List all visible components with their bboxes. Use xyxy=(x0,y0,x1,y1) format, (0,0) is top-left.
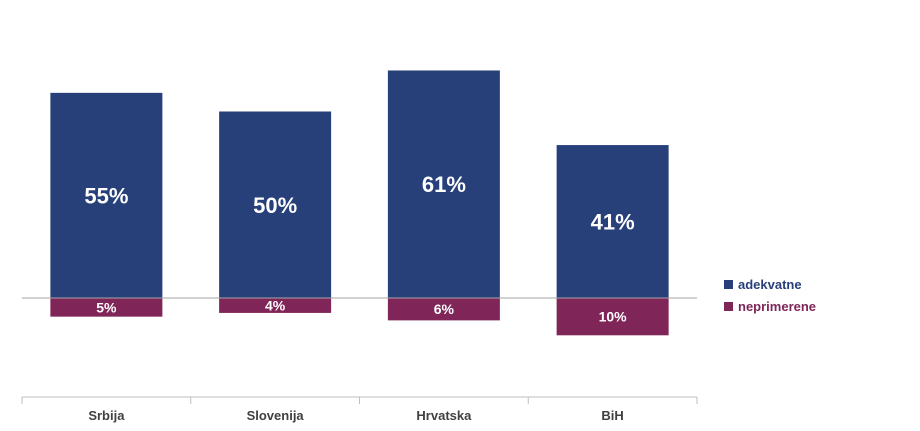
data-label-adekvatne-slovenija: 50% xyxy=(253,193,297,218)
legend-swatch-neprimerene xyxy=(724,302,733,311)
bar-adekvatne-bih xyxy=(556,145,669,298)
legend-label-adekvatne: adekvatne xyxy=(738,277,802,292)
bar-adekvatne-slovenija xyxy=(219,111,332,298)
x-axis-ticks xyxy=(21,397,698,404)
positive-bars: 55% 50% 61% 41% xyxy=(50,70,669,298)
x-tick-label-slovenija: Slovenija xyxy=(247,408,305,423)
x-tick-label-hrvatska: Hrvatska xyxy=(416,408,472,423)
data-label-adekvatne-bih: 41% xyxy=(591,210,635,235)
bar-adekvatne-srbija xyxy=(50,92,163,298)
data-label-neprimerene-srbija: 5% xyxy=(96,299,117,315)
x-axis-labels: Srbija Slovenija Hrvatska BiH xyxy=(88,408,624,423)
bar-neprimerene-bih xyxy=(556,298,669,336)
bar-neprimerene-slovenija xyxy=(219,298,332,313)
legend-label-neprimerene: neprimerene xyxy=(738,299,816,314)
legend: adekvatne neprimerene xyxy=(724,277,816,314)
bar-neprimerene-srbija xyxy=(50,298,163,317)
bar-neprimerene-hrvatska xyxy=(387,298,500,321)
data-label-neprimerene-bih: 10% xyxy=(599,309,628,325)
bar-adekvatne-hrvatska xyxy=(387,70,500,298)
x-tick-label-srbija: Srbija xyxy=(88,408,125,423)
data-label-neprimerene-hrvatska: 6% xyxy=(434,301,455,317)
negative-bars: 5% 4% 6% 10% xyxy=(50,297,669,336)
x-tick-label-bih: BiH xyxy=(601,408,623,423)
data-label-neprimerene-slovenija: 4% xyxy=(265,297,286,313)
legend-swatch-adekvatne xyxy=(724,280,733,289)
data-label-adekvatne-hrvatska: 61% xyxy=(422,172,466,197)
data-label-adekvatne-srbija: 55% xyxy=(84,183,128,208)
